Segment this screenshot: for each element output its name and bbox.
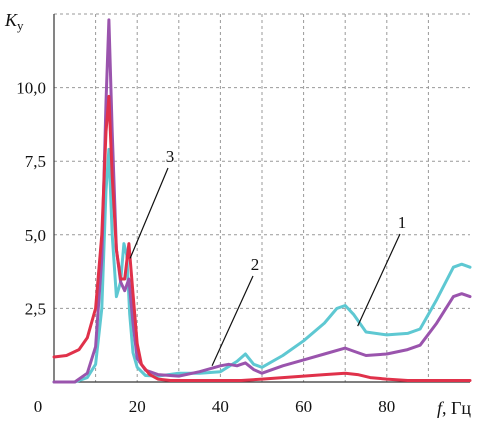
x-tick-label-0: 0 [34, 397, 43, 416]
curve-label-3: 3 [166, 147, 175, 166]
x-tick-label-80: 80 [378, 397, 395, 416]
leader-line-3 [129, 167, 169, 259]
x-tick-label-20: 20 [129, 397, 146, 416]
y-tick-label-10: 10,0 [16, 79, 46, 98]
x-axis-label-unit: , Гц [442, 398, 471, 418]
tick-labels: 0 20 40 60 80 2,5 5,0 7,5 10,0 [16, 79, 395, 416]
curve-annotations: 1 2 3 [129, 147, 407, 367]
axes [53, 14, 470, 383]
x-tick-label-40: 40 [212, 397, 229, 416]
series-lines [52, 18, 472, 384]
series-line-1 [52, 147, 472, 384]
leader-line-1 [357, 233, 401, 327]
series-line-3 [52, 94, 472, 382]
y-axis-label-sub: у [17, 18, 24, 33]
series-line-2 [52, 18, 472, 384]
x-axis-label: f, Гц [437, 398, 471, 418]
y-tick-label-7-5: 7,5 [25, 152, 46, 171]
x-tick-label-60: 60 [295, 397, 312, 416]
y-tick-label-5: 5,0 [25, 226, 46, 245]
y-axis-label: Kу [4, 10, 24, 33]
leader-line-2 [211, 275, 254, 367]
x-axis-label-var: f [437, 398, 445, 418]
curve-label-2: 2 [251, 255, 260, 274]
curve-label-1: 1 [398, 213, 407, 232]
y-tick-label-2-5: 2,5 [25, 299, 46, 318]
grid [54, 13, 470, 382]
y-axis-label-main: K [4, 10, 18, 30]
